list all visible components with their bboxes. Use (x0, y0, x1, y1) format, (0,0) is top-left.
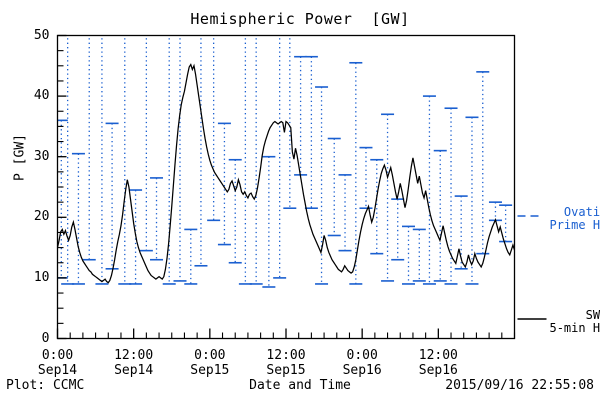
x-tick-time-label: 12:00 (266, 347, 306, 363)
ovation-error-bar (184, 228, 198, 285)
swpc-line (57, 63, 515, 284)
y-tick-label: 10 (33, 269, 50, 285)
ovation-error-bar (95, 35, 109, 285)
x-tick-date-label: Sep14 (114, 362, 154, 378)
ovation-error-bar (71, 152, 85, 285)
ovation-error-bar (454, 195, 468, 270)
ovation-error-bar (359, 146, 373, 210)
ovation-error-bar (315, 86, 329, 285)
ovation-error-bar (150, 177, 164, 261)
ovation-error-bar (162, 35, 176, 285)
legend-entry-line2: 5-min HPI (549, 321, 600, 335)
ovation-error-bar (370, 158, 384, 255)
legend-entry-line1: SWPC (585, 308, 600, 322)
ovation-error-bar (391, 198, 405, 261)
ovation-error-bar (105, 122, 119, 270)
legend-entry-line1: Ovation (563, 205, 600, 219)
y-tick-label: 50 (33, 27, 50, 43)
ovation-error-bar (283, 35, 297, 210)
legend-entry-line2: Prime HPI (549, 218, 600, 232)
y-tick-label: 20 (33, 209, 50, 225)
ovation-error-bar (273, 35, 287, 279)
ovation-error-bar (381, 113, 395, 282)
x-tick-date-label: Sep15 (190, 362, 230, 378)
ovation-error-bar (349, 61, 363, 285)
ovation-error-bar (194, 35, 208, 267)
ovation-error-bar (304, 55, 318, 210)
legend-line-samples (517, 215, 547, 320)
ovation-error-bar (217, 122, 231, 246)
x-tick-date-label: Sep16 (418, 362, 458, 378)
ovation-error-bar (422, 95, 436, 285)
ovation-error-bar (139, 35, 153, 252)
generation-timestamp: 2015/09/16 22:55:08 (445, 378, 594, 393)
ovation-error-bar (433, 149, 447, 282)
legend-entry: SWPC5-min HPI (533, 309, 600, 335)
x-tick-time-label: 0:00 (346, 347, 378, 363)
x-tick-date-label: Sep14 (37, 362, 78, 378)
ovation-error-bar (338, 174, 352, 252)
ovation-error-bar (262, 155, 276, 288)
ovation-error-bar (402, 225, 416, 285)
ovation-error-bar (173, 35, 187, 282)
series-swpc-5min-hpi (57, 63, 515, 284)
ovation-error-bar (412, 228, 426, 282)
chart-title: Hemispheric Power [GW] (190, 10, 410, 28)
ovation-error-bar (129, 189, 143, 285)
ovation-error-bar (499, 204, 513, 243)
ovation-error-bar (82, 35, 96, 261)
x-tick-time-label: 12:00 (114, 347, 154, 363)
ovation-error-bar (207, 35, 221, 222)
ovation-error-bar (476, 71, 490, 255)
ovation-error-bar (249, 35, 263, 285)
ovation-error-bar (118, 35, 132, 285)
y-tick-label: 30 (33, 148, 50, 164)
ovation-error-bar (228, 158, 242, 264)
y-tick-label: 0 (41, 330, 50, 346)
ovation-error-bar (465, 116, 479, 285)
ovation-error-bar (294, 55, 308, 176)
ovation-error-bar (57, 119, 68, 279)
x-tick-time-label: 12:00 (418, 347, 458, 363)
x-tick-date-label: Sep16 (342, 362, 382, 378)
plot-credit: Plot: CCMC (6, 378, 85, 393)
y-tick-label: 40 (33, 88, 50, 104)
x-tick-date-label: Sep15 (266, 362, 306, 378)
x-axis-label: Date and Time (249, 378, 351, 393)
plot-axes (56, 34, 516, 340)
series-ovation-prime-hpi (57, 35, 513, 288)
ovation-error-bar (238, 35, 252, 285)
x-tick-time-label: 0:00 (41, 347, 74, 363)
ovation-error-bar (327, 137, 341, 237)
legend-entry: OvationPrime HPI (533, 206, 600, 232)
x-tick-time-label: 0:00 (194, 347, 226, 363)
